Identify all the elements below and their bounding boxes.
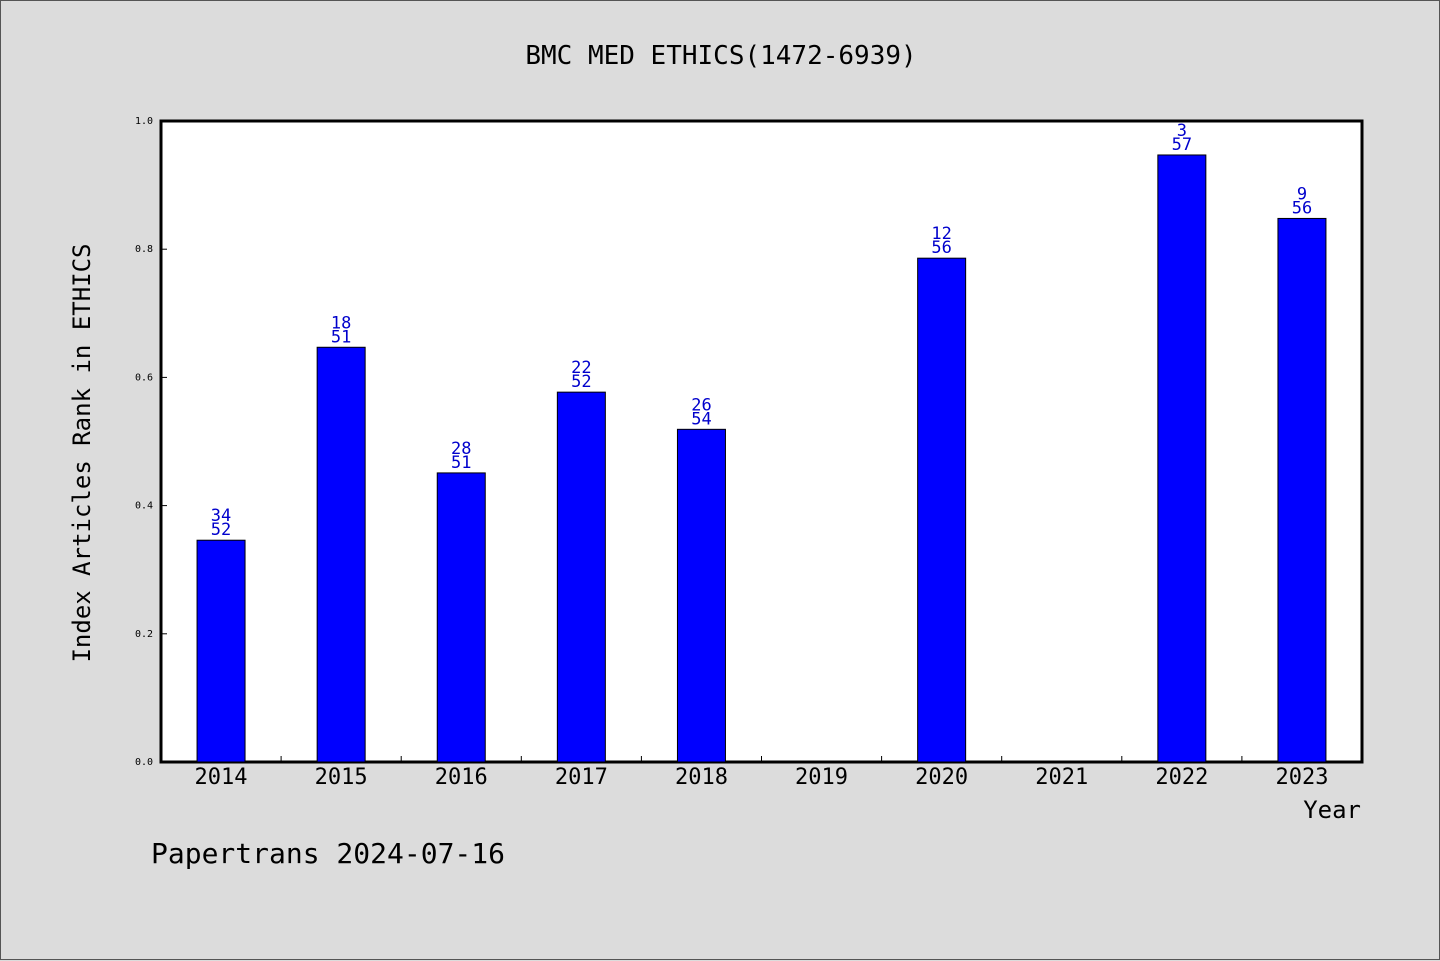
bars-group xyxy=(196,154,1327,763)
bar-label-rank: 9 xyxy=(1297,184,1307,204)
bar-label-total: 52 xyxy=(211,520,231,540)
bar-label-rank: 34 xyxy=(211,506,231,526)
bar-label-rank: 22 xyxy=(571,358,591,378)
x-axis-label: Year xyxy=(1303,796,1361,824)
bar-label-total: 51 xyxy=(451,453,471,473)
bar-label-rank: 26 xyxy=(691,395,711,415)
bar-label-rank: 3 xyxy=(1177,121,1187,141)
x-tick-label: 2021 xyxy=(1035,765,1088,790)
bar-label-total: 52 xyxy=(571,372,591,392)
y-tick-label: 1.0 xyxy=(135,116,153,127)
y-tick-label: 0.6 xyxy=(135,372,153,383)
bar-label-total: 54 xyxy=(691,409,711,429)
bar xyxy=(1157,154,1207,763)
bar-label-total: 57 xyxy=(1172,135,1192,155)
bar-label-rank: 12 xyxy=(931,224,951,244)
x-tick-label: 2022 xyxy=(1155,765,1208,790)
bar xyxy=(436,472,486,763)
y-tick-label: 0.2 xyxy=(135,629,153,640)
x-tick-label: 2015 xyxy=(315,765,368,790)
x-tick-label: 2019 xyxy=(795,765,848,790)
x-tick-label: 2020 xyxy=(915,765,968,790)
chart-title: BMC MED ETHICS(1472-6939) xyxy=(525,41,916,71)
bar xyxy=(676,428,726,763)
x-axis: 2014 2015 2016 2017 2018 2019 2020 2021 2022 2023 xyxy=(195,756,1328,790)
x-tick-label: 2014 xyxy=(195,765,248,790)
bar-label-total: 56 xyxy=(1292,198,1312,218)
x-tick-label: 2023 xyxy=(1275,765,1328,790)
bar xyxy=(1277,217,1327,763)
footer-text: Papertrans 2024-07-16 xyxy=(151,837,505,870)
y-tick-label: 0.0 xyxy=(135,757,153,768)
y-tick-label: 0.4 xyxy=(135,501,153,512)
y-tick-label: 0.8 xyxy=(135,244,153,255)
bar xyxy=(316,346,366,763)
x-tick-label: 2018 xyxy=(675,765,728,790)
bar-label-rank: 28 xyxy=(451,439,471,459)
x-tick-label: 2017 xyxy=(555,765,608,790)
y-axis-label: Index Articles Rank in ETHICS xyxy=(68,243,96,662)
x-tick-label: 2016 xyxy=(435,765,488,790)
y-axis: 0.0 0.2 0.4 0.6 0.8 1.0 xyxy=(135,116,167,768)
bar-label-rank: 18 xyxy=(331,313,351,333)
bar-label-total: 51 xyxy=(331,327,351,347)
bar xyxy=(556,391,606,763)
bar-label-total: 56 xyxy=(931,238,951,258)
bar xyxy=(196,539,246,763)
bar xyxy=(917,257,967,763)
